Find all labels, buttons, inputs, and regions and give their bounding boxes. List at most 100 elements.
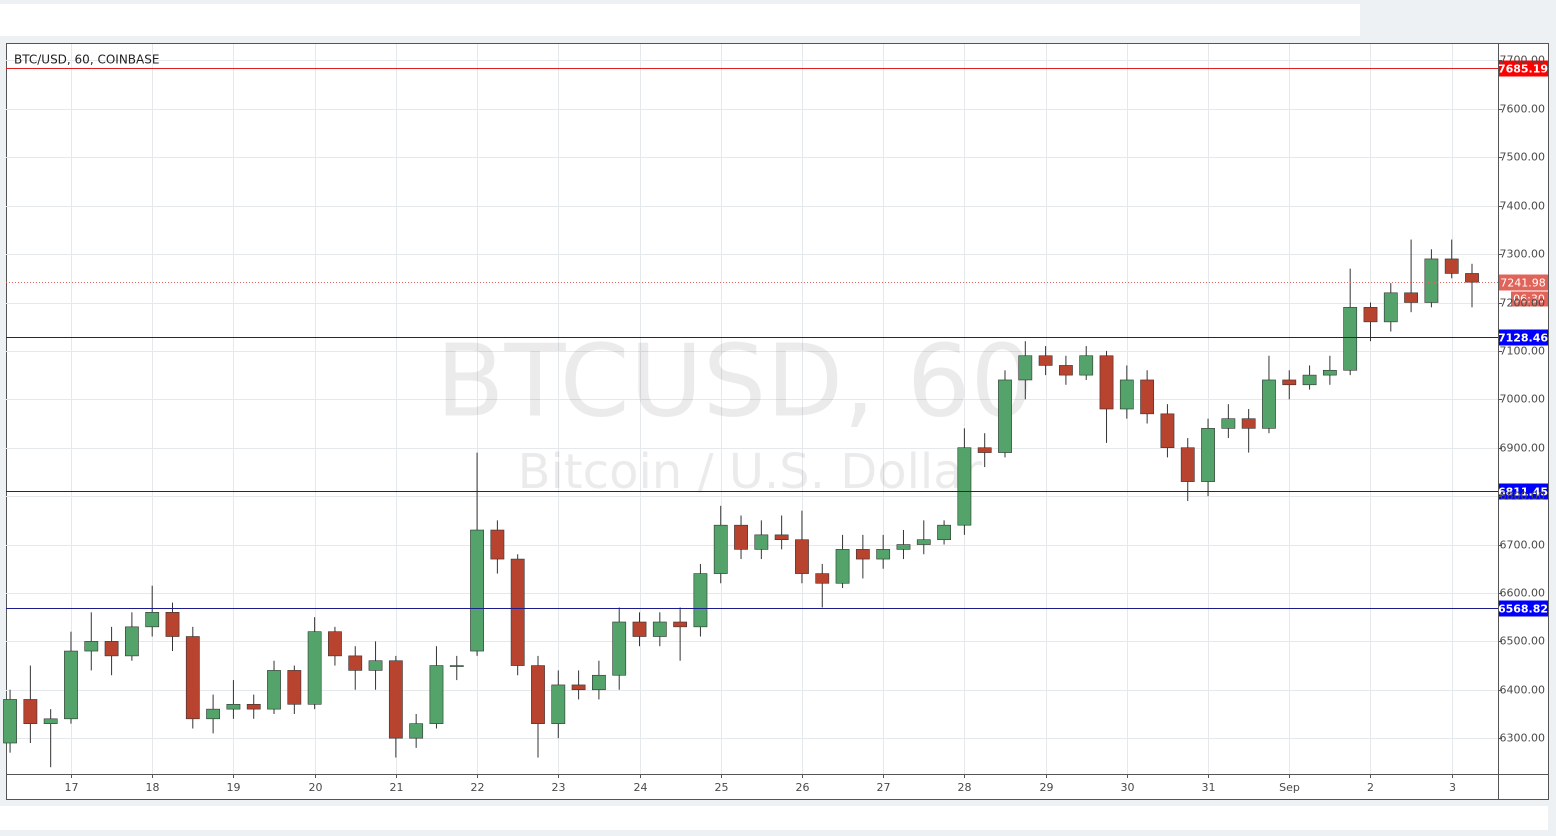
candle-body xyxy=(896,544,911,550)
x-tick-label: 21 xyxy=(390,781,404,794)
candles xyxy=(3,239,1479,768)
candle-body xyxy=(754,534,769,550)
candle-body xyxy=(368,660,383,671)
y-tick-label: 6900.00 xyxy=(1500,442,1546,455)
y-tick-label: 6800.00 xyxy=(1500,490,1546,503)
countdown-label: 06:30 xyxy=(1513,293,1545,306)
candle-body xyxy=(1140,379,1155,415)
x-tick-label: 17 xyxy=(65,781,79,794)
candle-body xyxy=(1383,292,1398,323)
candle-body xyxy=(490,529,505,560)
candle-body xyxy=(1444,258,1459,274)
candle-body xyxy=(734,524,748,550)
candle-body xyxy=(3,699,17,744)
candle-body xyxy=(104,641,119,657)
candle-body xyxy=(531,665,545,724)
candle-body xyxy=(1302,374,1317,386)
x-tick-label: 26 xyxy=(796,781,810,794)
candle-body xyxy=(1465,273,1479,283)
candle-body xyxy=(1282,379,1297,386)
candle-body xyxy=(652,621,667,637)
candle-body xyxy=(1059,365,1073,376)
candle-body xyxy=(1099,355,1114,410)
candle-body xyxy=(145,612,160,628)
level-label: 7685.19 xyxy=(1498,63,1548,76)
candle-body xyxy=(1079,355,1094,376)
y-tick-label: 6400.00 xyxy=(1500,684,1546,697)
x-tick-label: 28 xyxy=(958,781,972,794)
candle-body xyxy=(510,558,525,666)
candle-body xyxy=(1038,355,1053,366)
x-tick-label: 31 xyxy=(1202,781,1216,794)
candle-body xyxy=(998,379,1012,453)
candle-body xyxy=(571,684,586,691)
candle-body xyxy=(328,631,342,657)
y-tick-label: 7200.00 xyxy=(1500,297,1546,310)
candle-body xyxy=(673,621,688,628)
candle-body xyxy=(916,539,931,545)
bottom-bar xyxy=(0,806,1548,830)
x-tick-label: 3 xyxy=(1449,781,1456,794)
axes: 17 18 19 20 21 22 23 24 25 26 27 28 29 30 31 Sep 2 36300.… xyxy=(65,54,1546,795)
candle-body xyxy=(1262,379,1276,429)
candle-body xyxy=(84,641,99,652)
y-tick-label: 6700.00 xyxy=(1500,539,1546,552)
y-tick-label: 7700.00 xyxy=(1500,54,1546,67)
level-badge xyxy=(1499,329,1548,346)
candle-body xyxy=(815,573,830,584)
candle-body xyxy=(693,573,708,628)
candle-body xyxy=(592,674,606,691)
watermark-subtitle: Bitcoin / U.S. Dollar xyxy=(518,444,983,500)
candle-body xyxy=(1363,307,1378,323)
levels: 7685.19 7128.46 6811.45 6568.82 7241.98 06:30 xyxy=(6,60,1548,617)
y-tick-label: 7100.00 xyxy=(1500,345,1546,358)
x-tick-label: 29 xyxy=(1040,781,1054,794)
last-price-label: 7241.98 xyxy=(1500,277,1546,290)
x-tick-label: 2 xyxy=(1367,781,1374,794)
x-tick-label: 18 xyxy=(146,781,160,794)
candle-body xyxy=(1241,418,1256,429)
x-tick-label: 22 xyxy=(471,781,485,794)
y-tick-label: 7400.00 xyxy=(1500,200,1546,213)
candle-body xyxy=(1201,428,1215,482)
candle-body xyxy=(409,723,424,739)
y-tick-label: 7600.00 xyxy=(1500,103,1546,116)
candle-body xyxy=(226,703,241,710)
chart-title: BTC/USD, 60, COINBASE xyxy=(14,53,159,67)
x-tick-label: Sep xyxy=(1279,781,1300,794)
candle-body xyxy=(1424,258,1439,303)
level-badge xyxy=(1499,600,1548,617)
candle-body xyxy=(287,670,302,705)
candle-body xyxy=(267,670,281,710)
x-tick-label: 19 xyxy=(227,781,241,794)
y-tick-label: 7500.00 xyxy=(1500,151,1546,164)
candle-body xyxy=(612,621,627,676)
watermark: BTCUSD, 60 xyxy=(436,322,1034,439)
x-tick-label: 25 xyxy=(715,781,729,794)
x-tick-label: 30 xyxy=(1121,781,1135,794)
x-tick-label: 20 xyxy=(309,781,323,794)
candle-body xyxy=(64,650,78,720)
candle-body xyxy=(977,447,992,453)
candle-body xyxy=(774,534,789,541)
candle-body xyxy=(551,684,566,724)
candle-body xyxy=(185,636,200,720)
candle-body xyxy=(388,660,403,739)
candle-body xyxy=(348,655,363,671)
candle-body xyxy=(1160,413,1175,449)
level-label: 6568.82 xyxy=(1498,603,1548,616)
chart-frame xyxy=(6,43,1549,800)
x-tick-label: 24 xyxy=(634,781,648,794)
candle-body xyxy=(165,612,180,637)
candle-body xyxy=(1018,355,1033,381)
candle-body xyxy=(713,524,728,574)
candle-body xyxy=(43,718,58,724)
candle-body xyxy=(937,524,951,541)
candle-body xyxy=(1404,292,1418,303)
candle-body xyxy=(855,549,870,560)
candle-body xyxy=(429,665,444,724)
candle-body xyxy=(1119,379,1134,410)
candle-body xyxy=(470,529,484,652)
